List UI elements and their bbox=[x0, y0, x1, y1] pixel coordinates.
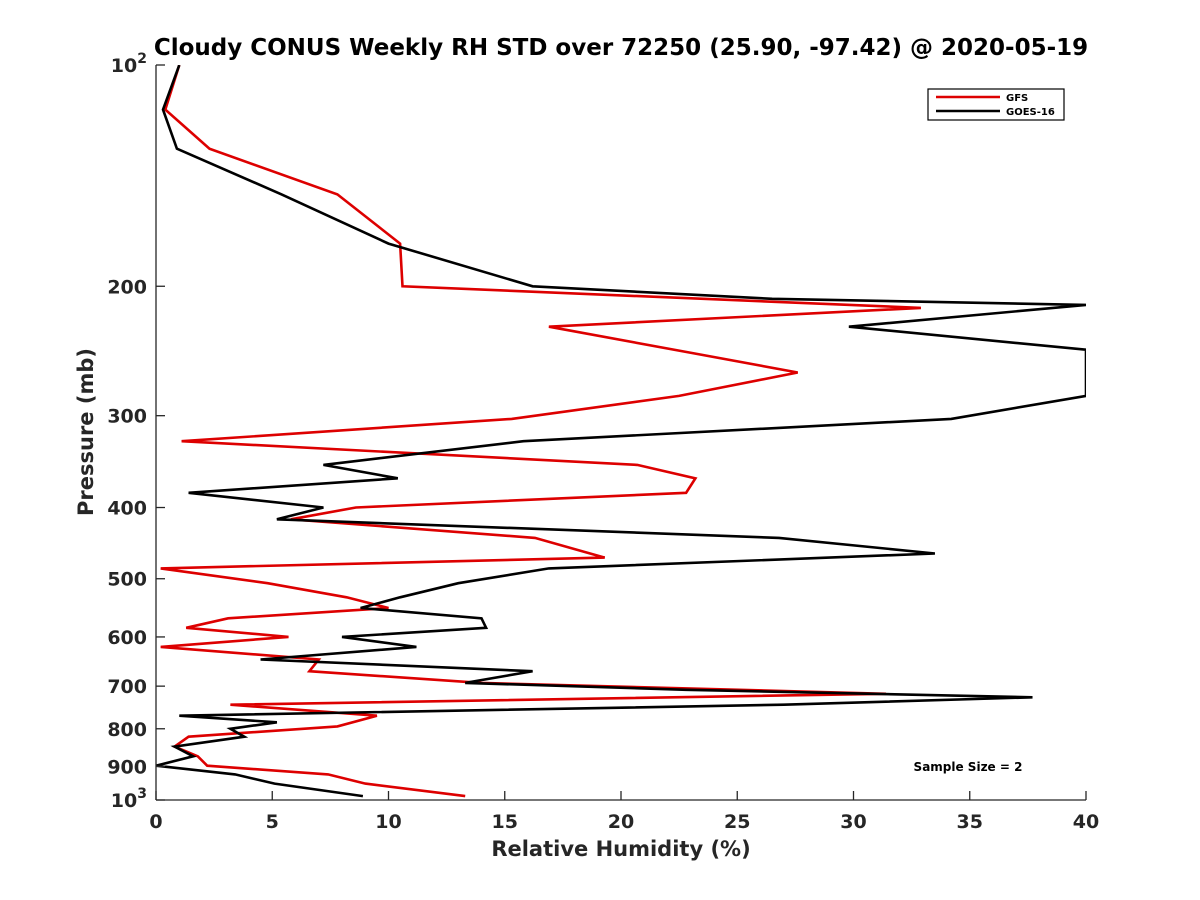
x-tick-label: 35 bbox=[957, 811, 983, 833]
series-line-gfs bbox=[160, 65, 921, 798]
y-tick-label: 900 bbox=[107, 756, 147, 778]
y-tick-label: 700 bbox=[107, 676, 147, 698]
x-axis-label: Relative Humidity (%) bbox=[491, 837, 750, 861]
legend-label: GOES-16 bbox=[1006, 107, 1055, 118]
x-tick-label: 5 bbox=[266, 811, 279, 833]
legend-box bbox=[927, 88, 1065, 121]
chart-title: Cloudy CONUS Weekly RH STD over 72250 (2… bbox=[154, 35, 1088, 61]
x-axis-ticks: 0 5 10 15 20 25 30 35 40 bbox=[149, 791, 1099, 833]
legend-entries: GFS GOES-16 bbox=[936, 93, 1055, 118]
y-tick-label: 103 bbox=[111, 786, 147, 812]
y-tick-label: 200 bbox=[107, 276, 147, 298]
x-tick-label: 40 bbox=[1073, 811, 1099, 833]
sample-size-annotation: Sample Size = 2 bbox=[914, 760, 1023, 774]
y-tick-label: 102 bbox=[111, 51, 147, 77]
x-tick-label: 0 bbox=[149, 811, 162, 833]
y-axis-label: Pressure (mb) bbox=[74, 348, 98, 516]
legend: GFS GOES-16 bbox=[927, 88, 1065, 121]
x-tick-label: 10 bbox=[375, 811, 401, 833]
y-axis-ticks: 102 200 300 400 500 600 700 800 900 103 bbox=[107, 51, 165, 812]
x-tick-label: 25 bbox=[724, 811, 750, 833]
y-tick-label: 600 bbox=[107, 627, 147, 649]
x-tick-label: 20 bbox=[608, 811, 634, 833]
x-tick-label: 15 bbox=[492, 811, 518, 833]
y-tick-label: 500 bbox=[107, 569, 147, 591]
y-tick-label: 300 bbox=[107, 406, 147, 428]
series-line-goes-16 bbox=[156, 65, 1086, 798]
plot-area: 0 5 10 15 20 25 30 35 40 102 200 300 400 500 600 700 80… bbox=[107, 51, 1099, 833]
y-tick-label: 400 bbox=[107, 498, 147, 520]
series-group bbox=[156, 65, 1086, 798]
y-tick-label: 800 bbox=[107, 719, 147, 741]
legend-label: GFS bbox=[1006, 93, 1028, 104]
x-tick-label: 30 bbox=[840, 811, 866, 833]
